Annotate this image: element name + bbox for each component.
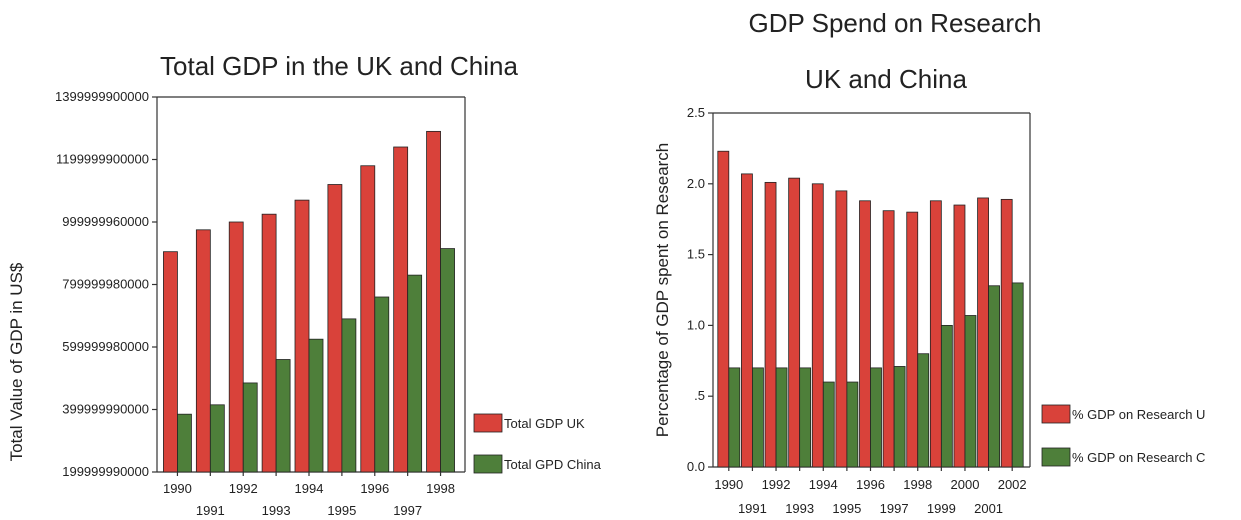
chart1-plot: 199999990000 399999990000 599999980000 7999… <box>55 89 466 518</box>
x-tick-label: 1998 <box>903 477 932 492</box>
bar-series1-1999 <box>929 200 942 468</box>
chart1-legend: Total GDP UK Total GPD China <box>473 413 602 474</box>
x-tick-label: 1993 <box>785 501 814 516</box>
bar-series2-1991 <box>209 404 225 473</box>
legend-swatch <box>473 454 503 474</box>
bar-series2-1994 <box>308 338 324 473</box>
x-tick-label: 1996 <box>360 481 389 496</box>
bar-series2-1994 <box>822 381 835 468</box>
bar-series1-1990 <box>717 150 730 468</box>
x-tick-label: 1993 <box>262 503 291 518</box>
x-tick-label: 1997 <box>880 501 909 516</box>
x-tick-label: 2001 <box>974 501 1003 516</box>
y-tick-label: 1399999900000 <box>55 89 149 104</box>
bar-series2-1998 <box>917 353 930 468</box>
y-tick-label: 1.0 <box>687 317 705 332</box>
x-tick-label: 1990 <box>163 481 192 496</box>
x-tick-label: 1998 <box>426 481 455 496</box>
legend-swatch <box>473 413 503 433</box>
bar-series2-1996 <box>374 296 390 473</box>
chart-research-spend: GDP Spend on Research UK and China Perce… <box>653 8 1205 516</box>
chart1-title: Total GDP in the UK and China <box>160 51 518 81</box>
bar-series1-2002 <box>1000 198 1013 468</box>
bar-series2-1997 <box>407 274 423 473</box>
bar-series2-2002 <box>1011 282 1024 468</box>
bar-series1-2001 <box>977 197 989 468</box>
bar-series2-1999 <box>940 324 953 468</box>
chart-total-gdp: Total GDP in the UK and China Total Valu… <box>7 51 602 518</box>
legend-label: % GDP on Research U <box>1072 407 1205 422</box>
x-tick-label: 1995 <box>832 501 861 516</box>
bar-series2-1991 <box>752 367 764 468</box>
chart2-subtitle: UK and China <box>805 64 967 94</box>
bar-series1-1993 <box>788 177 801 468</box>
bar-series1-1994 <box>811 183 824 468</box>
y-tick-label: 399999990000 <box>62 402 149 417</box>
y-tick-label: 2.5 <box>687 105 705 120</box>
bar-series1-1990 <box>163 251 178 473</box>
bar-series1-1997 <box>393 146 409 473</box>
bar-series1-1997 <box>882 210 895 468</box>
x-tick-label: 1991 <box>196 503 225 518</box>
bar-series1-1998 <box>906 211 919 468</box>
y-tick-label: 199999990000 <box>62 464 149 479</box>
x-tick-label: 1994 <box>809 477 838 492</box>
y-tick-label: 999999960000 <box>62 214 149 229</box>
bar-series2-1993 <box>799 367 812 468</box>
bar-series1-1994 <box>294 199 310 473</box>
y-tick-label: 2.0 <box>687 176 705 191</box>
bar-series1-1995 <box>327 184 343 473</box>
x-tick-label: 1990 <box>714 477 743 492</box>
chart1-ylabel: Total Value of GDP in US$ <box>7 262 26 461</box>
x-tick-label: 1992 <box>762 477 791 492</box>
y-tick-label: 799999980000 <box>62 277 149 292</box>
chart2-legend: % GDP on Research U % GDP on Research C <box>1041 404 1205 467</box>
chart2-plot: 0.0 .5 1.0 1.5 2.0 2.5 1990 1991 1992 1993 1994 199… <box>687 105 1031 516</box>
x-tick-label: 1992 <box>229 481 258 496</box>
bar-series1-1996 <box>859 200 871 468</box>
bar-series1-1992 <box>228 221 244 473</box>
bar-series2-1996 <box>870 367 882 468</box>
bar-series2-1998 <box>440 248 455 473</box>
bar-series2-1990 <box>728 367 741 468</box>
bar-series1-2000 <box>953 204 966 468</box>
legend-swatch <box>1041 447 1071 467</box>
legend-swatch <box>1041 404 1071 424</box>
bar-series1-1991 <box>195 229 211 473</box>
bar-series2-1997 <box>893 366 906 468</box>
y-tick-label: 1199999900000 <box>56 152 149 167</box>
bar-series2-1995 <box>341 318 357 473</box>
bar-series2-1992 <box>242 382 258 473</box>
x-tick-label: 1996 <box>856 477 885 492</box>
bar-series1-1998 <box>426 130 441 473</box>
x-tick-label: 1994 <box>295 481 324 496</box>
bar-series1-1991 <box>741 173 753 468</box>
y-tick-label: 1.5 <box>687 247 705 262</box>
bar-series2-2000 <box>964 315 977 468</box>
x-tick-label: 1991 <box>738 501 767 516</box>
bar-series2-1993 <box>275 359 291 473</box>
bar-series2-1990 <box>177 413 192 473</box>
chart2-ylabel: Percentage of GDP spent on Research <box>653 143 672 438</box>
x-tick-label: 2002 <box>998 477 1027 492</box>
x-tick-label: 1999 <box>927 501 956 516</box>
bar-series1-1993 <box>261 213 277 473</box>
bar-series2-1995 <box>846 381 859 468</box>
legend-label: Total GDP UK <box>504 416 585 431</box>
legend-label: Total GPD China <box>504 457 602 472</box>
x-tick-label: 1997 <box>393 503 422 518</box>
bar-series1-1995 <box>835 190 848 468</box>
x-tick-label: 2000 <box>951 477 980 492</box>
bar-series1-1996 <box>360 165 376 473</box>
bar-series1-1992 <box>764 181 777 468</box>
legend-label: % GDP on Research C <box>1072 450 1205 465</box>
y-tick-label: 0.0 <box>687 459 705 474</box>
x-tick-label: 1995 <box>327 503 356 518</box>
bar-series2-1992 <box>775 367 788 468</box>
bar-series2-2001 <box>988 285 1000 468</box>
y-tick-label: .5 <box>694 388 705 403</box>
y-tick-label: 599999980000 <box>62 339 149 354</box>
chart2-title: GDP Spend on Research <box>749 8 1042 38</box>
